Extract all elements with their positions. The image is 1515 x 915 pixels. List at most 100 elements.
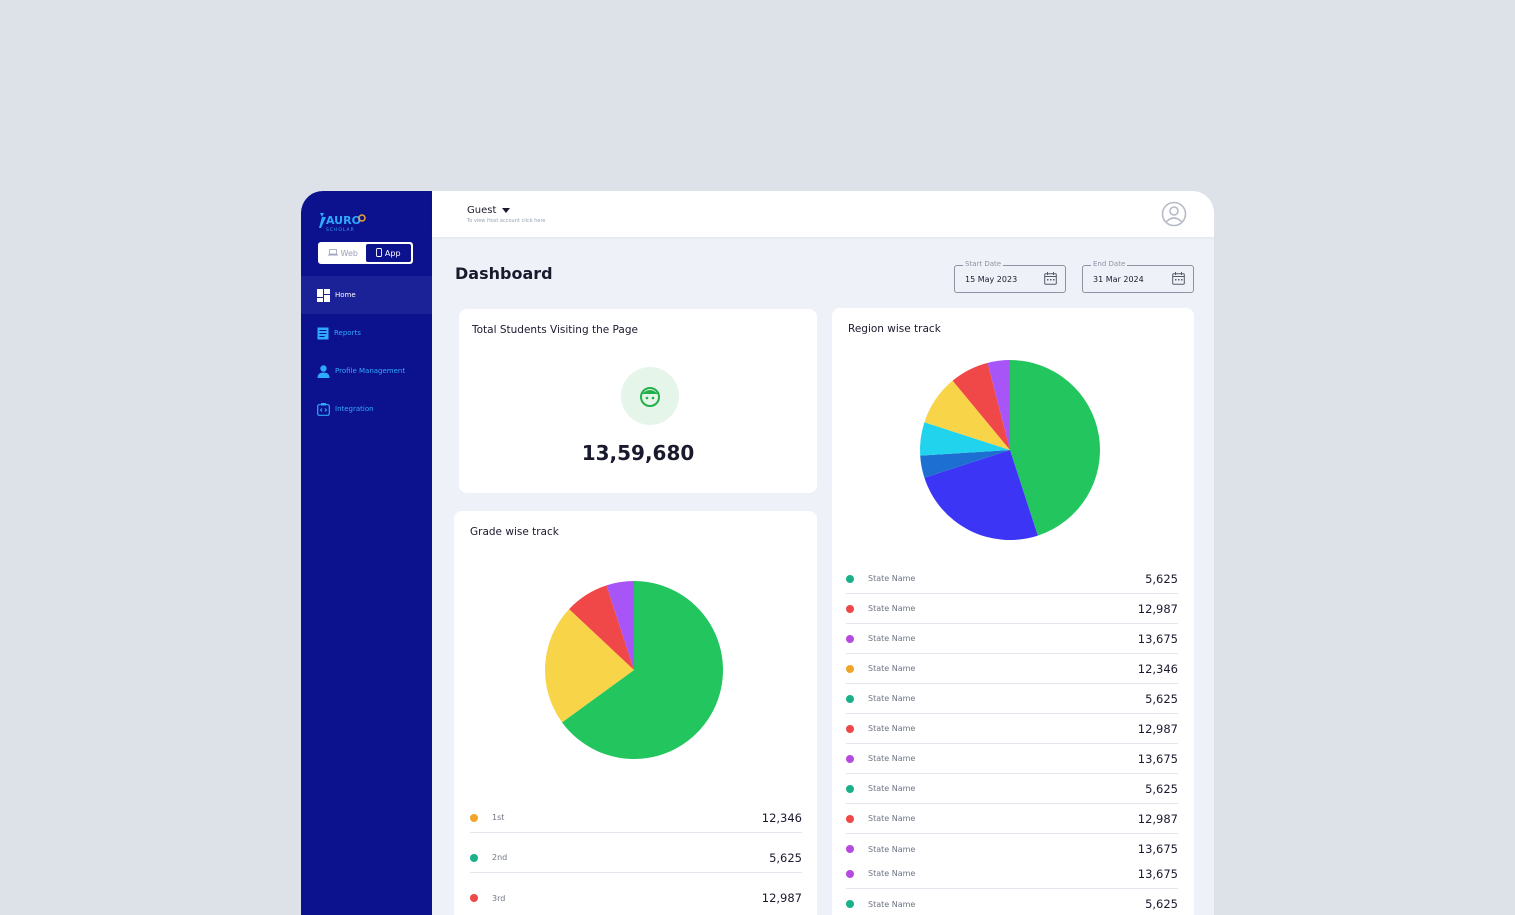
legend-row: State Name 12,987 bbox=[846, 714, 1178, 744]
legend-value: 12,346 bbox=[761, 810, 802, 825]
legend-value: 12,987 bbox=[1137, 721, 1178, 736]
legend-value: 12,346 bbox=[1137, 661, 1178, 676]
legend-value: 12,987 bbox=[1137, 811, 1178, 826]
legend-dot bbox=[470, 853, 478, 862]
legend-dot bbox=[470, 894, 478, 902]
pie-slice-3[interactable] bbox=[920, 422, 1010, 456]
legend-dot bbox=[846, 900, 854, 908]
pie-slice-3[interactable] bbox=[606, 581, 634, 670]
legend-row: 2nd 5,625 bbox=[470, 843, 802, 873]
legend-value: 12,987 bbox=[761, 891, 802, 905]
grade-track-card: Grade wise track 1st 12,346 2nd 5,625 3rd 12,… bbox=[454, 511, 817, 915]
legend-value: 12,987 bbox=[1137, 601, 1178, 616]
sidebar-item-label: Integration bbox=[335, 405, 374, 413]
phone-icon bbox=[375, 247, 382, 259]
legend-label: State Name bbox=[868, 784, 916, 793]
user-circle-icon bbox=[1161, 201, 1187, 227]
legend-dot bbox=[846, 634, 854, 643]
legend-label: State Name bbox=[868, 634, 916, 643]
account-switcher[interactable]: Guest bbox=[467, 205, 511, 216]
legend-dot bbox=[846, 784, 854, 793]
account-name: Guest bbox=[467, 205, 497, 216]
pie-slice-4[interactable] bbox=[924, 380, 1010, 450]
region-track-card: Region wise track State Name 5,625 State N… bbox=[832, 308, 1194, 915]
legend-label: State Name bbox=[868, 899, 916, 909]
pie-slice-1[interactable] bbox=[924, 450, 1038, 540]
legend-value: 5,625 bbox=[1145, 571, 1178, 586]
total-visits-title: Total Students Visiting the Page bbox=[472, 324, 638, 336]
legend-value: 5,625 bbox=[1145, 897, 1178, 911]
legend-label: State Name bbox=[868, 869, 916, 878]
mode-toggle: Web App bbox=[318, 242, 413, 264]
document-icon bbox=[317, 327, 329, 339]
legend-row: State Name 12,346 bbox=[846, 654, 1178, 684]
legend-dot bbox=[846, 574, 854, 583]
legend-label: State Name bbox=[868, 694, 916, 703]
start-date-picker[interactable]: Start Date 15 May 2023 bbox=[954, 260, 1066, 293]
start-date-value: 15 May 2023 bbox=[965, 275, 1018, 284]
app-mode-button[interactable]: App bbox=[365, 244, 411, 262]
legend-row: 3rd 12,987 bbox=[470, 883, 802, 913]
end-date-value: 31 Mar 2024 bbox=[1093, 275, 1144, 284]
legend-value: 5,625 bbox=[769, 850, 802, 865]
pie-slice-5[interactable] bbox=[952, 362, 1010, 450]
pie-slice-0[interactable] bbox=[561, 581, 723, 759]
pie-slice-1[interactable] bbox=[545, 609, 634, 723]
legend-row: State Name 5,625 bbox=[846, 889, 1178, 915]
legend-row: State Name 13,675 bbox=[846, 834, 1178, 864]
brand-logo[interactable]: AURO SCHOLAR bbox=[317, 211, 377, 233]
total-visits-count: 13,59,680 bbox=[581, 441, 695, 465]
sidebar: AURO SCHOLAR Web App bbox=[301, 191, 432, 915]
web-mode-button[interactable]: Web bbox=[320, 244, 366, 262]
brand-tagline: SCHOLAR bbox=[326, 227, 355, 233]
legend-dot bbox=[846, 724, 854, 733]
legend-row: State Name 13,675 bbox=[846, 624, 1178, 654]
dashboard-grid-icon bbox=[317, 288, 330, 302]
sidebar-item-label: Home bbox=[335, 291, 356, 299]
legend-row: State Name 5,625 bbox=[846, 684, 1178, 714]
grade-pie-chart bbox=[545, 581, 723, 759]
pie-slice-2[interactable] bbox=[920, 450, 1010, 478]
sidebar-item-home[interactable]: Home bbox=[301, 276, 432, 314]
legend-value: 13,675 bbox=[1137, 842, 1178, 856]
legend-value: 5,625 bbox=[1145, 691, 1178, 706]
start-date-label: Start Date bbox=[963, 260, 1004, 268]
grade-track-title: Grade wise track bbox=[470, 526, 559, 538]
end-date-label: End Date bbox=[1091, 260, 1128, 268]
legend-dot bbox=[846, 604, 854, 613]
pie-slice-0[interactable] bbox=[1010, 360, 1100, 536]
user-icon bbox=[317, 364, 330, 378]
profile-avatar[interactable] bbox=[1161, 201, 1187, 227]
calendar-icon[interactable] bbox=[1044, 272, 1057, 285]
legend-row: State Name 5,625 bbox=[846, 564, 1178, 594]
main-content: Guest To view Host account click here Da… bbox=[432, 191, 1214, 915]
sidebar-item-profile-management[interactable]: Profile Management bbox=[301, 352, 432, 390]
pie-slice-2[interactable] bbox=[569, 585, 634, 670]
legend-value: 13,675 bbox=[1137, 866, 1178, 881]
app-window: AURO SCHOLAR Web App bbox=[301, 191, 1214, 915]
legend-row: State Name 13,675 bbox=[846, 859, 1178, 889]
laptop-icon bbox=[327, 248, 338, 258]
sidebar-item-label: Reports bbox=[334, 329, 361, 337]
calendar-icon[interactable] bbox=[1172, 272, 1185, 285]
legend-label: State Name bbox=[868, 724, 916, 733]
legend-dot bbox=[846, 869, 854, 878]
legend-row: State Name 13,675 bbox=[846, 744, 1178, 774]
legend-dot bbox=[846, 754, 854, 763]
sidebar-item-integration[interactable]: Integration bbox=[301, 390, 432, 428]
end-date-picker[interactable]: End Date 31 Mar 2024 bbox=[1082, 260, 1194, 293]
chevron-down-icon bbox=[502, 208, 511, 213]
web-mode-label: Web bbox=[340, 248, 358, 258]
visits-badge bbox=[621, 367, 679, 425]
legend-label: 3rd bbox=[492, 893, 506, 903]
legend-dot bbox=[846, 845, 854, 853]
legend-value: 13,675 bbox=[1137, 751, 1178, 766]
legend-dot bbox=[470, 813, 478, 822]
legend-row: 1st 12,346 bbox=[470, 803, 802, 833]
pie-slice-6[interactable] bbox=[987, 360, 1010, 450]
host-account-link[interactable]: To view Host account click here bbox=[467, 218, 546, 224]
legend-dot bbox=[846, 694, 854, 703]
legend-label: State Name bbox=[868, 814, 916, 823]
sidebar-item-reports[interactable]: Reports bbox=[301, 314, 432, 352]
legend-dot bbox=[846, 814, 854, 823]
